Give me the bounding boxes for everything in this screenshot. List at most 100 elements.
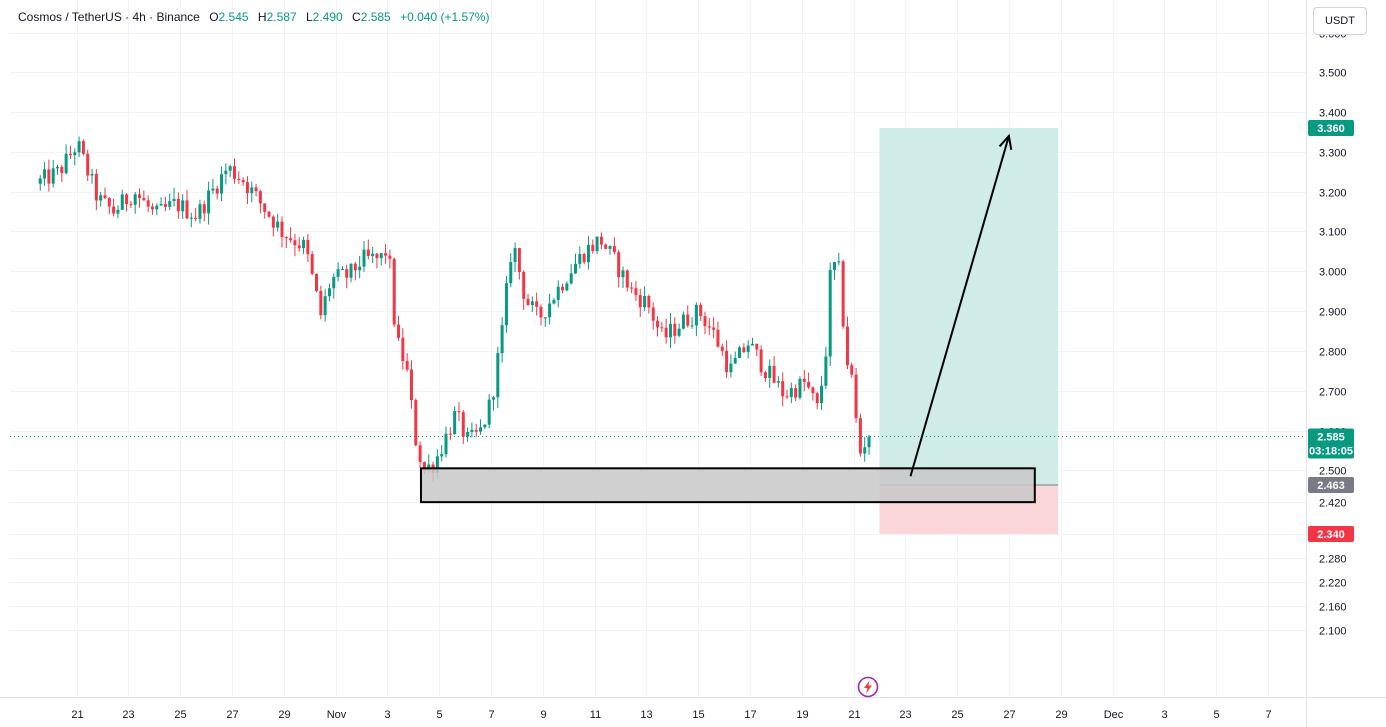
- candle-body: [574, 263, 578, 274]
- candle-body: [535, 301, 539, 307]
- candle-body: [686, 314, 690, 326]
- high-value: 2.587: [266, 10, 297, 24]
- candle-body: [86, 153, 90, 176]
- x-tick-label: 23: [122, 709, 134, 721]
- candle-body: [720, 346, 724, 351]
- candle-body: [215, 188, 219, 194]
- candle-body: [401, 337, 405, 362]
- candle-body: [228, 166, 232, 171]
- y-tick-label: 3.100: [1319, 227, 1347, 239]
- y-tick-label: 3.300: [1319, 148, 1347, 160]
- price-axis[interactable]: 3.6003.5003.4003.3003.2003.1003.0002.900…: [1306, 0, 1347, 727]
- candle-body: [116, 209, 120, 214]
- candle-body: [241, 180, 245, 183]
- candle-body: [729, 363, 733, 373]
- candle-body: [582, 253, 586, 263]
- drawing-annotations[interactable]: [419, 133, 1036, 504]
- candle-body: [858, 418, 862, 454]
- candle-body: [142, 198, 146, 201]
- y-tick-label: 3.400: [1319, 108, 1347, 120]
- candle-body: [543, 317, 547, 319]
- candle-body: [768, 365, 772, 379]
- candle-body: [867, 436, 871, 448]
- x-tick-label: 27: [226, 709, 238, 721]
- candle-body: [293, 240, 297, 246]
- candle-body: [414, 400, 418, 446]
- trend-arrow[interactable]: [909, 135, 1010, 477]
- candle-body: [656, 320, 660, 328]
- candle-body: [604, 244, 608, 249]
- candle-body: [548, 303, 552, 318]
- close-value: 2.585: [360, 10, 391, 24]
- candle-body: [250, 187, 254, 194]
- candle-body: [345, 269, 349, 278]
- candle-body: [327, 288, 331, 297]
- high-label: H: [257, 10, 267, 24]
- candle-body: [850, 365, 854, 375]
- candle-body: [651, 307, 655, 321]
- candle-body: [366, 249, 370, 256]
- x-tick-label: 29: [278, 709, 290, 721]
- candle-body: [772, 365, 776, 383]
- candle-body: [189, 217, 193, 219]
- candle-body: [781, 381, 785, 397]
- lightning-badge-icon[interactable]: [857, 676, 879, 698]
- candle-body: [479, 427, 483, 432]
- candle-body: [129, 204, 133, 206]
- candle-body: [185, 200, 189, 219]
- candle-body: [677, 328, 681, 336]
- y-tick-label: 2.700: [1319, 387, 1347, 399]
- candle-body: [504, 283, 508, 326]
- candle-body: [120, 194, 124, 210]
- candle-body: [332, 276, 336, 289]
- candle-body: [517, 248, 521, 273]
- candle-body: [530, 301, 534, 306]
- candle-body: [694, 304, 698, 326]
- candle-body: [103, 195, 107, 199]
- candle-body: [578, 253, 582, 264]
- candle-body: [159, 204, 163, 206]
- change-value: +0.040 (+1.57%): [400, 10, 490, 24]
- target-price-label: 3.360: [1317, 123, 1345, 135]
- candle-body: [336, 269, 340, 277]
- x-tick-label: 25: [174, 709, 186, 721]
- candle-body: [526, 298, 530, 306]
- candle-body: [673, 323, 677, 336]
- candle-body: [668, 323, 672, 338]
- candle-body: [267, 211, 271, 217]
- candle-body: [68, 153, 72, 156]
- candle-body: [38, 178, 42, 184]
- candle-body: [725, 350, 729, 373]
- candle-body: [176, 198, 180, 212]
- candle-body: [854, 374, 858, 419]
- candle-body: [444, 433, 448, 455]
- open-label: O: [209, 10, 219, 24]
- candle-body: [457, 411, 461, 413]
- stop-price-tag: [1308, 525, 1354, 542]
- time-axis[interactable]: 21 23 25 27 29 Nov 3 5 7 9 11 13 15 17 19 21 23 25 27 29 Dec…: [0, 697, 1386, 722]
- x-tick-label: 19: [796, 709, 808, 721]
- candle-body: [202, 204, 206, 214]
- candle-body: [742, 347, 746, 353]
- demand-zone-rectangle[interactable]: [419, 467, 1036, 504]
- candle-body: [181, 200, 185, 212]
- candle-body: [163, 204, 167, 207]
- candle-body: [789, 388, 793, 397]
- candle-body: [837, 261, 841, 263]
- x-tick-label: 29: [1055, 709, 1067, 721]
- candle-body: [168, 201, 172, 207]
- y-tick-label: 3.500: [1319, 68, 1347, 80]
- x-tick-label: 5: [1213, 709, 1219, 721]
- x-tick-label: 13: [640, 709, 652, 721]
- candle-body: [776, 381, 780, 383]
- symbol-title[interactable]: Cosmos / TetherUS · 4h · Binance: [18, 10, 200, 24]
- profit-zone[interactable]: [879, 128, 1059, 486]
- currency-button[interactable]: USDT: [1313, 7, 1367, 35]
- candle-body: [254, 187, 258, 192]
- x-tick-label: 23: [899, 709, 911, 721]
- y-tick-label: 2.160: [1319, 602, 1347, 614]
- candle-body: [802, 378, 806, 382]
- candle-body: [491, 397, 495, 400]
- candle-body: [612, 246, 616, 253]
